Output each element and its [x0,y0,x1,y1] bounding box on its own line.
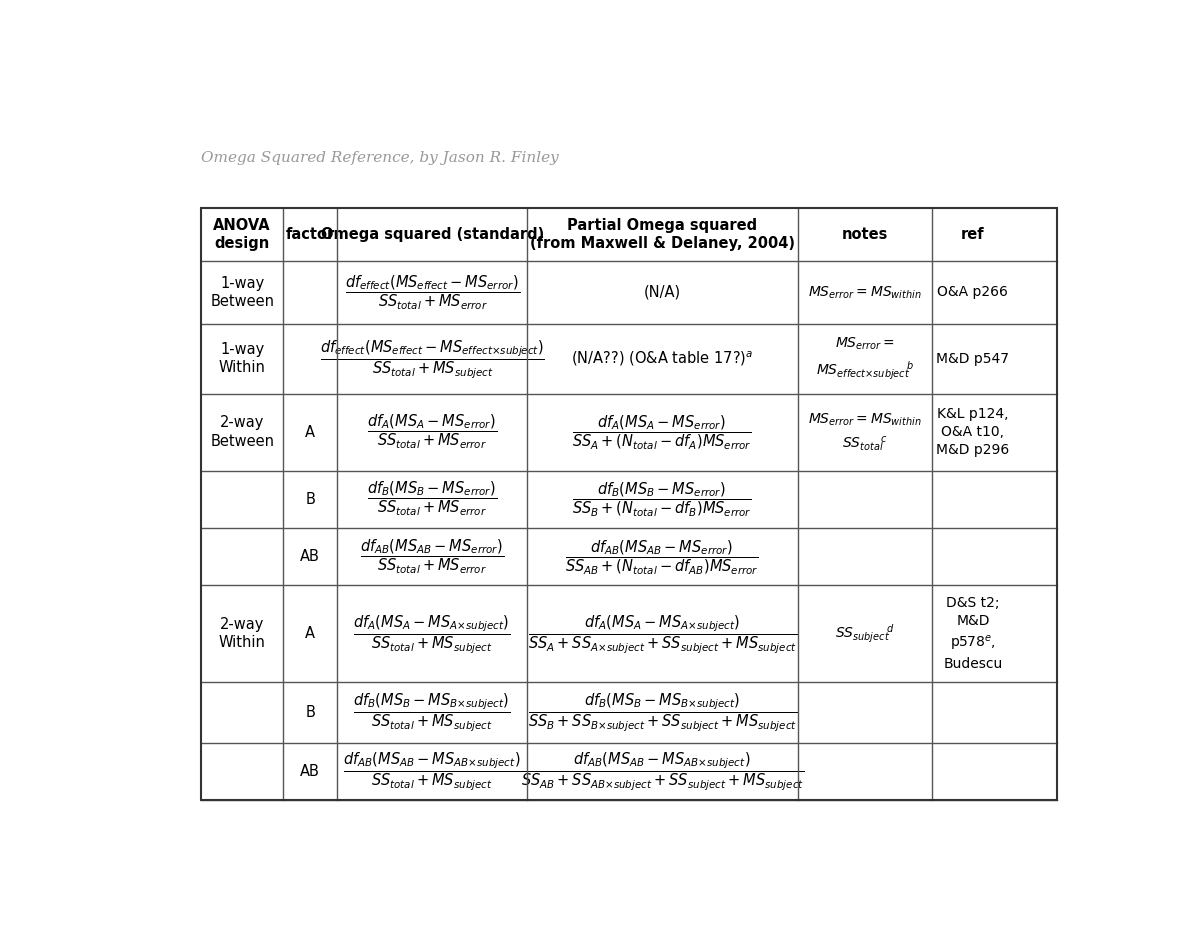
Text: $\dfrac{df_A\left(MS_A-MS_{error}\right)}{SS_A+\left(N_{total}-df_A\right)MS_{er: $\dfrac{df_A\left(MS_A-MS_{error}\right)… [572,413,752,451]
Text: $\dfrac{df_{effect}\left(MS_{effect}-MS_{effect{\times}subject}\right)}{SS_{tota: $\dfrac{df_{effect}\left(MS_{effect}-MS_… [319,337,545,380]
Text: notes: notes [841,227,888,242]
Text: Omega squared (standard): Omega squared (standard) [320,227,544,242]
Text: A: A [305,626,316,641]
Text: B: B [305,491,316,507]
Text: M&D p547: M&D p547 [936,351,1009,365]
Text: ANOVA
design: ANOVA design [214,218,271,251]
Text: AB: AB [300,549,320,565]
Text: $\dfrac{df_{AB}\left(MS_{AB}-MS_{error}\right)}{SS_{total}+MS_{error}}$: $\dfrac{df_{AB}\left(MS_{AB}-MS_{error}\… [360,538,504,576]
Text: $\dfrac{df_B\left(MS_B-MS_{B{\times}subject}\right)}{SS_B+SS_{B{\times}subject}+: $\dfrac{df_B\left(MS_B-MS_{B{\times}subj… [528,692,797,733]
Text: $\dfrac{df_{AB}\left(MS_{AB}-MS_{AB{\times}subject}\right)}{SS_{total}+MS_{subje: $\dfrac{df_{AB}\left(MS_{AB}-MS_{AB{\tim… [343,750,522,793]
Text: Partial Omega squared
(from Maxwell & Delaney, 2004): Partial Omega squared (from Maxwell & De… [530,218,794,251]
Text: $\dfrac{df_{effect}\left(MS_{effect}-MS_{error}\right)}{SS_{total}+MS_{error}}$: $\dfrac{df_{effect}\left(MS_{effect}-MS_… [344,273,520,311]
Text: $\dfrac{df_{AB}\left(MS_{AB}-MS_{AB{\times}subject}\right)}{SS_{AB}+SS_{AB{\time: $\dfrac{df_{AB}\left(MS_{AB}-MS_{AB{\tim… [521,750,804,793]
Text: $\dfrac{df_{AB}\left(MS_{AB}-MS_{error}\right)}{SS_{AB}+\left(N_{total}-df_{AB}\: $\dfrac{df_{AB}\left(MS_{AB}-MS_{error}\… [565,538,760,576]
Text: $\dfrac{df_B\left(MS_B-MS_{error}\right)}{SS_{total}+MS_{error}}$: $\dfrac{df_B\left(MS_B-MS_{error}\right)… [367,480,497,518]
Text: $MS_{error}{=}MS_{within}$: $MS_{error}{=}MS_{within}$ [808,285,922,300]
Text: K&L p124,
O&A t10,
M&D p296: K&L p124, O&A t10, M&D p296 [936,407,1009,457]
Bar [202,208,1057,800]
Text: $\dfrac{df_B\left(MS_B-MS_{error}\right)}{SS_B+\left(N_{total}-df_B\right)MS_{er: $\dfrac{df_B\left(MS_B-MS_{error}\right)… [572,480,752,518]
Text: (N/A??) (O&A table 17?)$^{a}$: (N/A??) (O&A table 17?)$^{a}$ [571,349,754,368]
Text: $MS_{error}{=}MS_{within}$
$SS_{total}\!{}^{c}$: $MS_{error}{=}MS_{within}$ $SS_{total}\!… [808,412,922,453]
Text: 1-way
Within: 1-way Within [218,342,265,375]
Text: $\dfrac{df_B\left(MS_B-MS_{B{\times}subject}\right)}{SS_{total}+MS_{subject}}$: $\dfrac{df_B\left(MS_B-MS_{B{\times}subj… [353,692,511,733]
Text: B: B [305,705,316,719]
Text: $SS_{subject}\!{}^{d}$: $SS_{subject}\!{}^{d}$ [835,623,894,645]
Text: $\dfrac{df_A\left(MS_A-MS_{error}\right)}{SS_{total}+MS_{error}}$: $\dfrac{df_A\left(MS_A-MS_{error}\right)… [367,413,497,451]
Text: factor: factor [286,227,335,242]
Text: ref: ref [961,227,985,242]
Text: 2-way
Between: 2-way Between [210,415,275,449]
Text: $\dfrac{df_A\left(MS_A-MS_{A{\times}subject}\right)}{SS_A+SS_{A{\times}subject}+: $\dfrac{df_A\left(MS_A-MS_{A{\times}subj… [528,613,797,654]
Text: D&S t2;
M&D
p578$^{e}$,
Budescu: D&S t2; M&D p578$^{e}$, Budescu [943,596,1002,671]
Text: 2-way
Within: 2-way Within [218,616,265,651]
Text: O&A p266: O&A p266 [937,286,1008,299]
Text: $MS_{error}{=}$
$MS_{effect{\times}subject}\!{}^{b}$: $MS_{error}{=}$ $MS_{effect{\times}subje… [816,336,913,382]
Text: A: A [305,425,316,439]
Text: $\dfrac{df_A\left(MS_A-MS_{A{\times}subject}\right)}{SS_{total}+MS_{subject}}$: $\dfrac{df_A\left(MS_A-MS_{A{\times}subj… [353,613,511,654]
Text: 1-way
Between: 1-way Between [210,275,275,310]
Text: AB: AB [300,764,320,779]
Text: (N/A): (N/A) [643,285,680,300]
Text: Omega Squared Reference, by Jason R. Finley: Omega Squared Reference, by Jason R. Fin… [202,150,559,165]
